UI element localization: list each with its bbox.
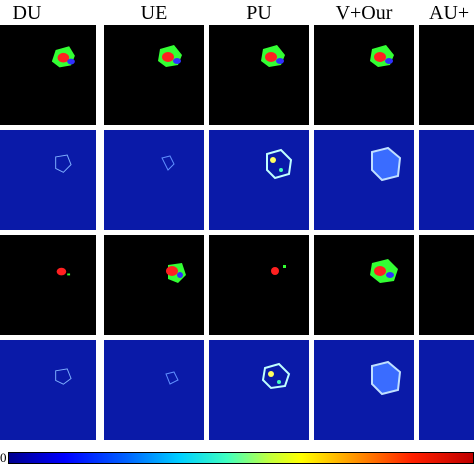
panel-r1-ue [104,25,204,125]
panel-r1-pu [209,25,309,125]
panel-r4-v-our [314,340,414,440]
colorbar-min-label: 0 [0,450,7,465]
panel-r4-au [419,340,474,440]
panel-r3-v-our [314,235,414,335]
panel-r3-au [419,235,474,335]
column-header-pu: PU [246,2,272,24]
panel-r4-ue [104,340,204,440]
panel-r3-du [0,235,96,335]
panel-r2-v-our [314,130,414,230]
panel-r2-du [0,130,96,230]
panel-r1-du [0,25,96,125]
column-header-v-our: V+Our [335,2,393,24]
panel-r3-ue [104,235,204,335]
panel-r2-ue [104,130,204,230]
colorbar [8,452,474,464]
column-header-au: AU+ [429,2,470,24]
column-header-du: DU [12,2,42,24]
panel-r1-au [419,25,474,125]
panel-r1-v-our [314,25,414,125]
panel-r4-pu [209,340,309,440]
panel-r2-au [419,130,474,230]
panel-r4-du [0,340,96,440]
panel-r2-pu [209,130,309,230]
column-header-ue: UE [140,2,168,24]
panel-r3-pu [209,235,309,335]
